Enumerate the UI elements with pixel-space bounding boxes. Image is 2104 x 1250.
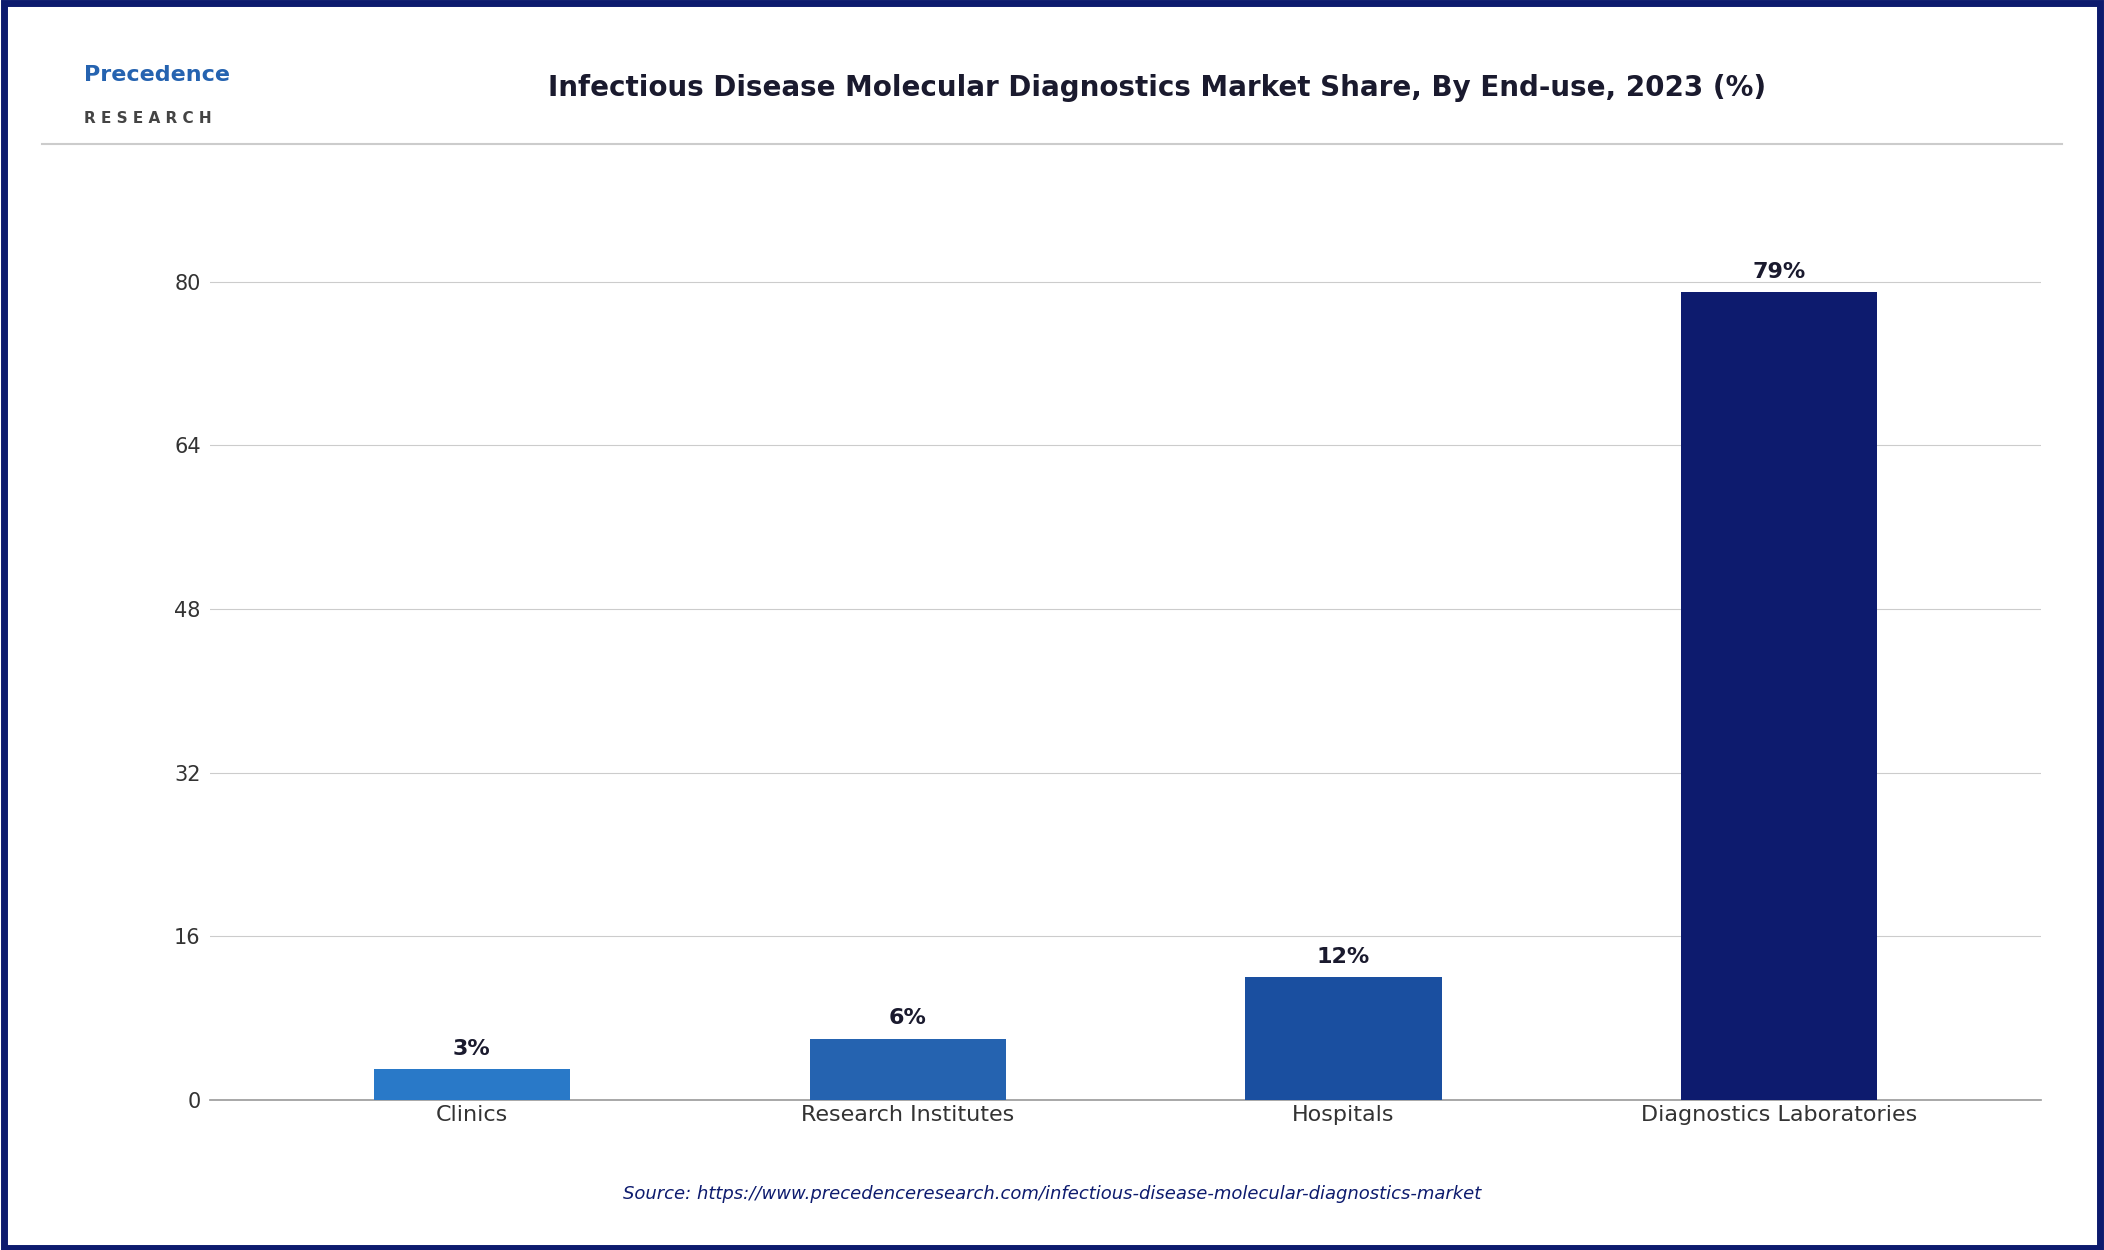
Bar [1246, 978, 1441, 1100]
Text: Source: https://www.precedenceresearch.com/infectious-disease-molecular-diagnost: Source: https://www.precedenceresearch.c… [623, 1185, 1481, 1202]
Text: Precedence: Precedence [84, 65, 229, 85]
Bar [810, 1039, 1006, 1100]
Bar [1681, 292, 1877, 1100]
Bar [375, 1069, 570, 1100]
Text: 6%: 6% [888, 1009, 926, 1029]
Text: 3%: 3% [452, 1039, 490, 1059]
Text: 79%: 79% [1753, 261, 1805, 281]
Text: 12%: 12% [1317, 948, 1370, 968]
Text: R E S E A R C H: R E S E A R C H [84, 111, 213, 126]
Text: Infectious Disease Molecular Diagnostics Market Share, By End-use, 2023 (%): Infectious Disease Molecular Diagnostics… [549, 74, 1765, 101]
